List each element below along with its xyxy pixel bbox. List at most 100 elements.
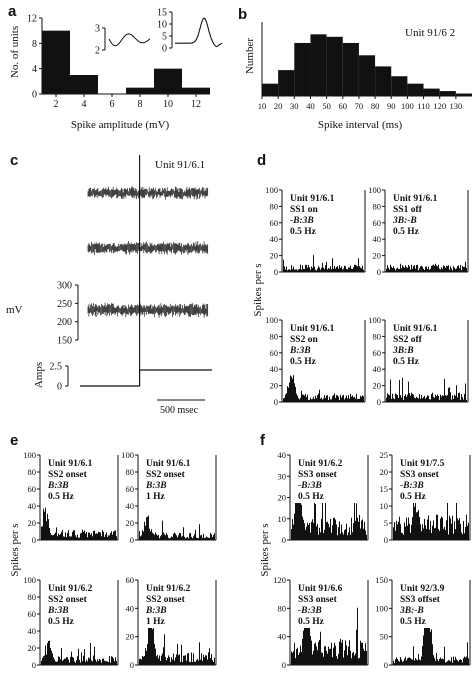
panel-e4-ytick-label: 20 <box>126 632 135 642</box>
panel-f4-ytick-label: 0 <box>384 660 388 670</box>
panel-d1-unit-label: Unit 91/6.1 <box>290 194 335 204</box>
panel-d2-ytick-label: 20 <box>373 251 382 261</box>
panel-label-e: e <box>10 432 18 449</box>
panel-c-traces <box>87 155 209 372</box>
panel-d4-condition-label: SS2 off <box>393 335 423 345</box>
panel-e3-condition-label: SS2 onset <box>48 595 88 605</box>
panel-e2-ytick-label: 0 <box>130 535 134 545</box>
panel-b-xtick-label: 100 <box>401 101 414 111</box>
panel-d4-bars <box>386 377 467 402</box>
panel-b-bar <box>326 36 343 96</box>
panel-e1-condition-label: SS2 onset <box>48 470 88 480</box>
panel-b-xtick-label: 50 <box>322 101 331 111</box>
panel-e3-ytick-label: 20 <box>28 643 37 653</box>
panel-a-inset-large-tick-label: 5 <box>162 32 167 43</box>
panel-e3-ytick-label: 40 <box>28 626 37 636</box>
panel-e4-annotation-bg <box>143 582 205 628</box>
panel-f3-ytick-label: 120 <box>273 575 286 585</box>
panel-f2-transition-label: -B:3B <box>400 481 424 491</box>
panel-a-inset-small-trace <box>108 33 151 47</box>
panel-b-xtick-label: 130 <box>449 101 462 111</box>
panel-c-trace-2 <box>87 241 209 255</box>
panel-d3-ytick-label: 40 <box>270 364 279 374</box>
panel-f4-transition-label: 3B:-B <box>399 606 424 616</box>
panel-e3-ytick-label: 80 <box>28 592 37 602</box>
panel-a-inset-large-trace <box>175 17 223 48</box>
panel-a-inset-large-tick-label: 10 <box>157 20 167 31</box>
panel-b-bar <box>310 34 327 96</box>
panel-c-amps-label: Amps <box>33 362 45 388</box>
panel-b-xtick-label: 30 <box>290 101 299 111</box>
panel-e2-bars <box>139 515 215 540</box>
panel-c-trace-1 <box>87 186 209 200</box>
panel-e-ylabel: Spikes per s <box>9 523 21 576</box>
panel-c-amps-tick-label: 2.5 <box>50 362 63 373</box>
panel-c-trace-3 <box>87 302 209 318</box>
panel-a-xtick-label: 2 <box>54 99 59 110</box>
panel-d2-unit-label: Unit 91/6.1 <box>393 194 438 204</box>
panel-d4-transition-label: 3B:B <box>392 346 414 356</box>
panel-f3-unit-label: Unit 91/6.6 <box>298 584 343 594</box>
panel-d3-ytick-label: 100 <box>265 315 278 325</box>
panel-b-bar <box>358 55 376 96</box>
panel-e4-ytick-label: 60 <box>126 575 135 585</box>
panel-e1-bars <box>41 507 117 540</box>
panel-d1-annotation-bg <box>287 192 349 238</box>
panel-d4-annotation-bg <box>390 322 452 368</box>
panel-e1-frequency-label: 0.5 Hz <box>48 492 75 502</box>
panel-e2-transition-label: B:3B <box>145 481 167 491</box>
panel-f2-ytick-label: 20 <box>380 467 389 477</box>
panel-d4-ytick-label: 80 <box>373 331 382 341</box>
panel-f4-frequency-label: 0.5 Hz <box>400 617 427 627</box>
panel-f1-condition-label: SS3 onset <box>298 470 338 480</box>
panel-c-mv-tick-label: 200 <box>57 317 72 328</box>
panel-a-bars <box>42 30 210 95</box>
panel-f2-frequency-label: 0.5 Hz <box>400 492 427 502</box>
panel-d3-ytick-label: 20 <box>270 381 279 391</box>
panel-f1-frequency-label: 0.5 Hz <box>298 492 325 502</box>
panel-f4-annotation-bg <box>397 582 459 628</box>
panel-e3-ytick-label: 60 <box>28 609 37 619</box>
panel-d2-transition-label: 3B:-B <box>392 216 417 226</box>
panel-a-inset-small-tick-label: 2 <box>95 46 100 57</box>
panel-f2-condition-label: SS3 onset <box>400 470 440 480</box>
panel-d4-frequency-label: 0.5 Hz <box>393 357 420 367</box>
panel-e2-unit-label: Unit 91/6.1 <box>146 459 191 469</box>
panel-c: Unit 91/6.1 300 250 200 150 2.5 0 mV Amps 500… <box>6 155 212 416</box>
panel-b-xtick-label: 80 <box>371 101 380 111</box>
panel-e4-condition-label: SS2 onset <box>146 595 186 605</box>
panel-d2-ytick-label: 80 <box>373 201 382 211</box>
panel-a-ytick-label: 12 <box>27 14 37 25</box>
panel-e4-ytick-label: 0 <box>130 660 134 670</box>
panel-e4-unit-label: Unit 91/6.2 <box>146 584 191 594</box>
panel-d1-ytick-label: 0 <box>274 267 278 277</box>
panel-f2-annotation-bg <box>397 457 459 503</box>
panel-a: 0 4 8 12 2 4 6 8 10 12 Spike amplitude (mV) No. o… <box>9 8 223 131</box>
panel-e4-ytick-label: 40 <box>126 603 135 613</box>
panel-f1-bars <box>291 485 367 540</box>
panel-a-xtick-label: 8 <box>138 99 143 110</box>
panel-f1-annotation-bg <box>295 457 357 503</box>
panel-a-ytick-label: 0 <box>32 90 37 101</box>
panel-f3-bars <box>291 601 367 665</box>
panel-e1-unit-label: Unit 91/6.1 <box>48 459 93 469</box>
panel-a-xtick-label: 4 <box>82 99 87 110</box>
panel-b-bars <box>262 34 472 96</box>
panel-a-bar <box>70 75 98 94</box>
panel-e1-ytick-label: 80 <box>28 467 37 477</box>
panel-b-bar <box>391 76 408 96</box>
panel-e1-ytick-label: 60 <box>28 484 37 494</box>
panel-e2-ytick-label: 60 <box>126 484 135 494</box>
panel-a-bar <box>182 87 210 94</box>
panel-a-inset-large-tick-label: 15 <box>157 8 167 19</box>
panel-b-xtick-label: 70 <box>355 101 364 111</box>
